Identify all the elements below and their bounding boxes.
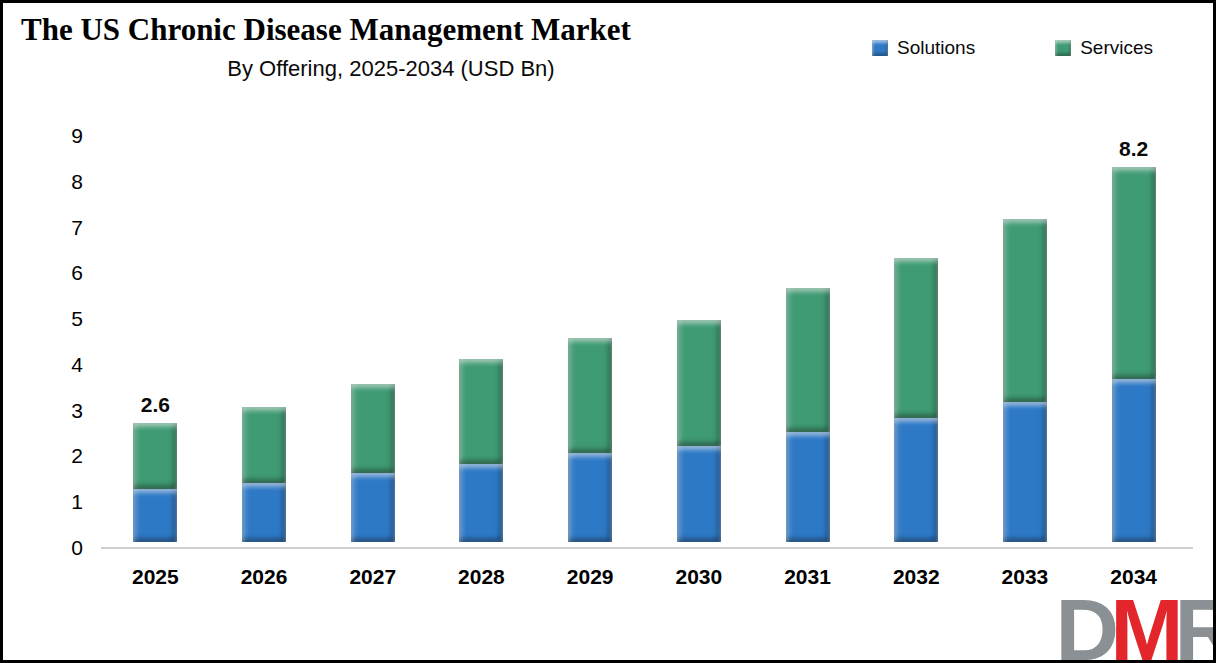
bar-2029	[568, 338, 612, 542]
bar-segment-solutions-2025	[133, 489, 177, 542]
y-tick-label-4: 4	[31, 352, 83, 378]
y-tick-label-7: 7	[31, 215, 83, 241]
dmr-logo-letter-D: D	[1056, 580, 1111, 663]
chart-subtitle: By Offering, 2025-2034 (USD Bn)	[21, 55, 761, 83]
bar-segment-services-2032	[894, 258, 938, 418]
bar-2027	[351, 384, 395, 542]
x-tick-label-2026: 2026	[216, 565, 312, 589]
legend-label: Services	[1080, 37, 1153, 59]
bar-2030	[677, 320, 721, 542]
legend-swatch-services	[1055, 40, 1071, 56]
data-label-2034: 8.2	[1086, 137, 1182, 161]
bar-2025	[133, 423, 177, 542]
chart-image: The US Chronic Disease Management Market…	[0, 0, 1216, 663]
legend-label: Solutions	[897, 37, 975, 59]
bar-segment-services-2029	[568, 338, 612, 452]
y-tick-label-2: 2	[31, 443, 83, 469]
bar-segment-services-2028	[459, 359, 503, 464]
dmr-logo-letter-R: R	[1174, 580, 1216, 663]
x-tick-label-2032: 2032	[868, 565, 964, 589]
bar-segment-services-2033	[1003, 219, 1047, 402]
bar-segment-solutions-2033	[1003, 402, 1047, 542]
bar-2031	[786, 288, 830, 542]
x-tick-label-2029: 2029	[542, 565, 638, 589]
y-tick-label-0: 0	[31, 535, 83, 561]
x-tick-label-2030: 2030	[651, 565, 747, 589]
x-tick-label-2025: 2025	[107, 565, 203, 589]
y-tick-label-3: 3	[31, 398, 83, 424]
legend: Solutions Services	[872, 37, 1153, 59]
bar-segment-solutions-2028	[459, 464, 503, 542]
x-tick-label-2031: 2031	[760, 565, 856, 589]
bar-segment-services-2026	[242, 407, 286, 483]
y-tick-label-6: 6	[31, 260, 83, 286]
bar-2032	[894, 258, 938, 542]
x-tick-label-2028: 2028	[433, 565, 529, 589]
legend-item-solutions: Solutions	[872, 37, 975, 59]
bar-2033	[1003, 219, 1047, 542]
dmr-logo: DMR	[1056, 586, 1216, 663]
bar-segment-solutions-2029	[568, 453, 612, 542]
bar-2028	[459, 359, 503, 542]
dmr-logo-letter-M: M	[1110, 580, 1174, 663]
bar-segment-services-2027	[351, 384, 395, 473]
bar-segment-services-2031	[786, 288, 830, 432]
bar-segment-services-2025	[133, 423, 177, 489]
x-axis-line	[101, 547, 1193, 549]
data-label-2025: 2.6	[107, 393, 203, 417]
x-tick-label-2027: 2027	[325, 565, 421, 589]
bar-segment-solutions-2031	[786, 432, 830, 542]
bar-segment-services-2030	[677, 320, 721, 446]
y-tick-label-5: 5	[31, 306, 83, 332]
bar-2026	[242, 407, 286, 542]
y-tick-label-1: 1	[31, 489, 83, 515]
y-tick-label-9: 9	[31, 123, 83, 149]
bar-segment-solutions-2034	[1112, 379, 1156, 542]
bar-2034	[1112, 167, 1156, 542]
bar-segment-solutions-2026	[242, 483, 286, 543]
bar-segment-solutions-2027	[351, 473, 395, 542]
bar-segment-solutions-2032	[894, 418, 938, 542]
bar-segment-solutions-2030	[677, 446, 721, 542]
y-tick-label-8: 8	[31, 169, 83, 195]
chart-title: The US Chronic Disease Management Market	[21, 11, 781, 49]
legend-item-services: Services	[1055, 37, 1153, 59]
bar-segment-services-2034	[1112, 167, 1156, 380]
legend-swatch-solutions	[872, 40, 888, 56]
